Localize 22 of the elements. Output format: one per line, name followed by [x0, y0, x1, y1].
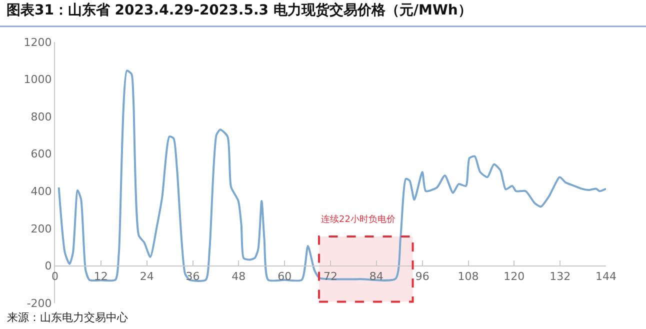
- x-tick-label: 60: [278, 270, 292, 283]
- band-label: 连续22小时负电价: [321, 214, 396, 225]
- x-tick-label: 120: [504, 270, 525, 283]
- y-tick-label: 1200: [24, 36, 52, 49]
- y-tick-label: 200: [30, 222, 52, 236]
- y-tick-label: 0: [44, 260, 52, 273]
- y-tick-label: 400: [30, 184, 52, 198]
- x-tick-label: 132: [550, 270, 571, 283]
- x-tick-label: 108: [458, 270, 479, 283]
- y-tick-label: -200: [26, 296, 52, 310]
- x-tick-label: 144: [596, 270, 616, 283]
- x-tick-label: 84: [369, 270, 384, 283]
- x-tick-label: 36: [186, 270, 200, 283]
- x-tick-label: 96: [415, 270, 430, 283]
- source-note: 来源：山东电力交易中心: [7, 311, 128, 324]
- x-tick-label: 48: [232, 270, 246, 283]
- chart-title: 图表31：山东省 2023.4.29-2023.5.3 电力现货交易价格（元/MWh）: [6, 2, 472, 19]
- x-tick-label: 12: [94, 270, 108, 283]
- y-tick-label: 1000: [24, 73, 52, 86]
- y-tick-label: 600: [30, 148, 52, 161]
- x-tick-label: 24: [140, 270, 154, 283]
- y-tick-label: 800: [30, 110, 52, 124]
